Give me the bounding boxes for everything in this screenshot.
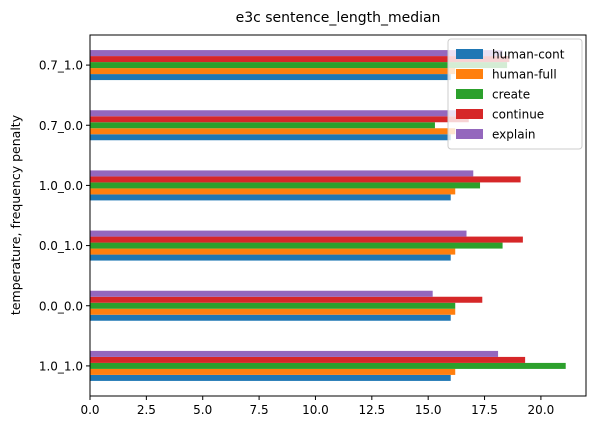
bar-explain-1.0_0.0 [90,170,474,177]
bar-continue-0.7_1.0 [90,56,510,63]
y-tick-label: 0.7_0.0 [39,119,83,133]
bars-layer [90,50,566,381]
bar-human-cont-0.0_0.0 [90,314,451,321]
bar-create-1.0_1.0 [90,362,566,369]
bar-explain-0.0_0.0 [90,290,433,297]
x-tick-label: 5.0 [193,403,212,417]
plot-frame [89,34,587,397]
bar-human-cont-1.0_0.0 [90,194,451,201]
x-tick-label: 17.5 [471,403,498,417]
y-axis-label: temperature, frequency penalty [8,114,23,315]
bar-human-cont-0.0_1.0 [90,254,451,261]
legend-box [447,38,583,150]
legend-label-explain: explain [492,128,536,142]
x-axis: 0.0 2.5 5.0 7.5 10.0 12.5 15.0 17.5 20.0 [80,396,554,417]
y-tick-label: 1.0_0.0 [39,179,83,193]
y-tick-label: 0.0_0.0 [39,299,83,313]
bar-human-full-1.0_1.0 [90,368,456,375]
chart-title: e3c sentence_length_median [236,10,441,26]
bar-create-0.0_1.0 [90,242,503,249]
bar-create-0.7_0.0 [90,122,435,129]
x-tick-label: 7.5 [250,403,269,417]
bar-explain-0.7_0.0 [90,110,472,117]
bar-continue-0.0_1.0 [90,236,523,243]
x-tick-label: 2.5 [137,403,156,417]
bar-human-full-0.0_0.0 [90,308,456,315]
bar-continue-0.0_0.0 [90,296,483,303]
bar-explain-0.7_1.0 [90,50,503,57]
bar-continue-1.0_0.0 [90,176,521,183]
legend-swatch-create [456,89,483,99]
legend-swatch-human-full [456,69,483,79]
bar-human-full-0.7_0.0 [90,128,456,135]
bar-human-full-0.7_1.0 [90,68,456,75]
legend-label-continue: continue [492,108,544,122]
y-tick-label: 1.0_1.0 [39,359,83,373]
legend: human-cont human-full create continue explai… [447,38,583,150]
bar-create-0.0_0.0 [90,302,456,309]
bar-human-cont-1.0_1.0 [90,374,451,381]
x-tick-label: 15.0 [415,403,442,417]
bar-create-1.0_0.0 [90,182,481,189]
legend-swatch-explain [456,129,483,139]
bar-human-cont-0.7_0.0 [90,134,451,141]
bar-continue-0.7_0.0 [90,116,469,123]
x-tick-label: 12.5 [358,403,385,417]
bar-create-0.7_1.0 [90,62,508,69]
bar-human-cont-0.7_1.0 [90,74,451,81]
x-tick-label: 10.0 [302,403,329,417]
y-tick-label: 0.7_1.0 [39,59,83,73]
x-tick-label: 0.0 [80,403,99,417]
legend-label-create: create [492,88,530,102]
bar-explain-1.0_1.0 [90,350,499,357]
legend-label-human-cont: human-cont [492,48,565,62]
legend-swatch-human-cont [456,49,483,59]
x-tick-label: 20.0 [528,403,555,417]
bar-continue-1.0_1.0 [90,356,526,363]
bar-human-full-1.0_0.0 [90,188,456,195]
legend-swatch-continue [456,109,483,119]
bar-human-full-0.0_1.0 [90,248,456,255]
legend-label-human-full: human-full [492,68,557,82]
bar-explain-0.0_1.0 [90,230,467,237]
y-axis: 1.0_1.0 0.0_0.0 0.0_1.0 1.0_0.0 0.7_0.0 0.7_1… [39,59,90,373]
y-tick-label: 0.0_1.0 [39,239,83,253]
